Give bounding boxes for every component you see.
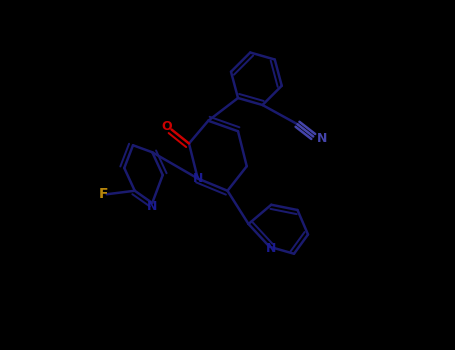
Text: N: N (147, 200, 157, 213)
Text: O: O (161, 119, 172, 133)
Text: N: N (317, 132, 327, 145)
Text: N: N (266, 242, 277, 255)
Text: F: F (98, 187, 108, 201)
Text: N: N (192, 172, 203, 185)
